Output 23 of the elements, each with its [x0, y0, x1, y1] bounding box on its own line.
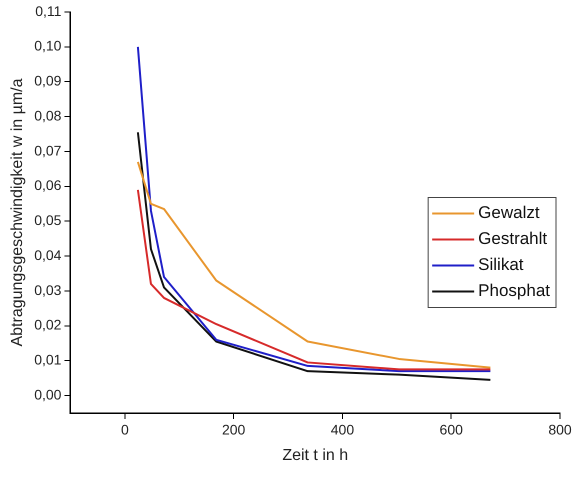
x-tick-label: 600: [440, 421, 464, 438]
x-tick-label: 400: [330, 421, 354, 438]
x-tick-label: 200: [222, 421, 246, 438]
y-tick-label: 0,00: [34, 386, 62, 402]
legend-label: Gewalzt: [478, 203, 540, 222]
x-tick-label: 800: [548, 421, 572, 438]
y-tick-label: 0,10: [34, 38, 62, 54]
y-tick-label: 0,02: [34, 316, 62, 333]
y-tick-label: 0,05: [34, 212, 62, 228]
legend-label: Gestrahlt: [478, 229, 548, 248]
legend-label: Silikat: [478, 255, 524, 274]
y-tick-label: 0,08: [34, 107, 62, 124]
y-tick-label: 0,04: [34, 246, 62, 263]
x-tick-label: 0: [120, 421, 129, 438]
y-tick-label: 0,03: [34, 282, 62, 298]
y-tick-label: 0,11: [35, 2, 62, 19]
y-axis-title: Abtragungsgeschwindigkeit w in µm/a: [9, 78, 26, 347]
y-tick-label: 0,01: [34, 352, 62, 368]
y-tick-label: 0,07: [34, 142, 62, 158]
y-tick-label: 0,06: [34, 177, 62, 194]
legend-label: Phosphat: [478, 281, 550, 300]
x-axis-title: Zeit t in h: [282, 446, 348, 464]
y-tick-label: 0,09: [34, 72, 62, 89]
